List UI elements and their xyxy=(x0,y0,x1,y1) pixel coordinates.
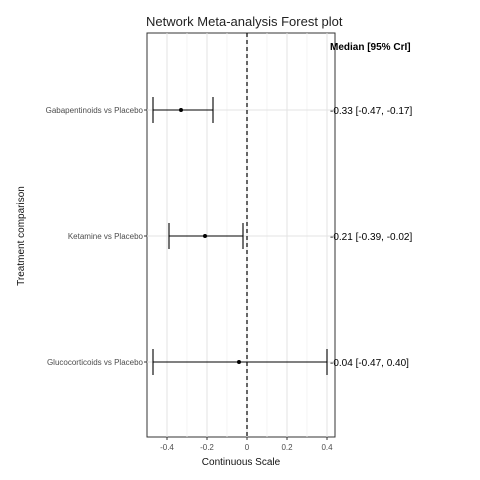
x-axis: -0.4 -0.2 0 0.2 0.4 xyxy=(160,437,333,452)
forest-row: Ketamine vs Placebo -0.21 [-0.39, -0.02] xyxy=(68,223,412,249)
x-tick-label: -0.4 xyxy=(160,443,174,452)
x-tick-label: 0.2 xyxy=(281,443,293,452)
median-point xyxy=(203,234,207,238)
estimate-label: -0.21 [-0.39, -0.02] xyxy=(330,232,412,243)
forest-row: Gabapentinoids vs Placebo -0.33 [-0.47, -… xyxy=(46,97,412,123)
category-label: Gabapentinoids vs Placebo xyxy=(46,106,144,115)
x-axis-title: Continuous Scale xyxy=(202,457,281,468)
chart-title: Network Meta-analysis Forest plot xyxy=(146,14,343,29)
category-label: Glucocorticoids vs Placebo xyxy=(47,358,144,367)
estimate-label: -0.33 [-0.47, -0.17] xyxy=(330,106,412,117)
forest-rows: Gabapentinoids vs Placebo -0.33 [-0.47, -… xyxy=(46,97,412,375)
estimate-header: Median [95% CrI] xyxy=(330,42,411,53)
median-point xyxy=(179,108,183,112)
median-point xyxy=(237,360,241,364)
x-tick-label: 0 xyxy=(245,443,250,452)
forest-row: Glucocorticoids vs Placebo -0.04 [-0.47, … xyxy=(47,349,409,375)
category-label: Ketamine vs Placebo xyxy=(68,232,144,241)
x-tick-label: 0.4 xyxy=(321,443,333,452)
plot-panel xyxy=(146,32,336,438)
estimate-label: -0.04 [-0.47, 0.40] xyxy=(330,358,409,369)
x-tick-label: -0.2 xyxy=(200,443,214,452)
y-axis-title: Treatment comparison xyxy=(16,186,27,286)
